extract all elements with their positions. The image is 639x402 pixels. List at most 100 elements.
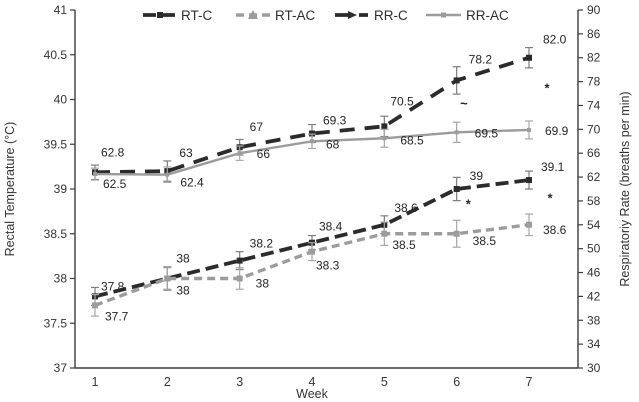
significance-marker: * xyxy=(545,80,551,95)
data-point-marker xyxy=(164,275,171,282)
data-label: 68.5 xyxy=(400,133,424,147)
legend-label-rr-c: RR-C xyxy=(374,8,408,23)
data-point-marker xyxy=(236,257,243,264)
square-marker-icon xyxy=(441,12,446,18)
axes-layer: 3737.53838.53939.54040.54130343842465054… xyxy=(44,3,601,389)
data-point-marker xyxy=(165,172,170,177)
data-label: 70.5 xyxy=(390,94,414,108)
right-tick-label: 70 xyxy=(587,122,601,136)
square-marker-icon xyxy=(157,12,163,18)
data-label: 69.5 xyxy=(475,126,499,140)
right-tick-label: 82 xyxy=(587,51,601,65)
annotations-layer: ~ * * * xyxy=(460,80,553,211)
x-axis-title: Week xyxy=(296,387,328,401)
data-label: 68 xyxy=(326,137,340,151)
data-point-marker xyxy=(525,177,532,184)
left-tick-label: 37 xyxy=(54,361,68,375)
series-layer: 37.8 38 38.2 38.4 38.6 39 39.1 37.7 38 38 38.3 38.5… xyxy=(91,33,569,323)
right-tick-label: 78 xyxy=(587,75,601,89)
data-label: 38 xyxy=(176,284,190,298)
data-label: 38.5 xyxy=(392,238,416,252)
right-tick-label: 30 xyxy=(587,361,601,375)
data-point-marker xyxy=(382,136,387,141)
x-tick-label: 4 xyxy=(309,375,316,389)
right-axis-title: Respiratoriy Rate (breaths per min) xyxy=(618,91,632,286)
data-label: 37.7 xyxy=(105,309,129,323)
left-tick-label: 39.5 xyxy=(44,137,68,151)
data-point-marker xyxy=(92,302,98,309)
left-tick-label: 38.5 xyxy=(44,227,68,241)
x-tick-label: 3 xyxy=(236,375,243,389)
right-tick-label: 74 xyxy=(587,98,601,112)
right-tick-label: 54 xyxy=(587,218,601,232)
right-tick-label: 62 xyxy=(587,170,601,184)
right-tick-label: 34 xyxy=(587,337,601,351)
arrow-marker-icon xyxy=(348,11,357,19)
data-label: 38.3 xyxy=(316,259,340,273)
data-label: 38.5 xyxy=(473,234,497,248)
right-tick-label: 42 xyxy=(587,289,601,303)
x-tick-label: 6 xyxy=(453,375,460,389)
data-point-marker xyxy=(237,151,242,156)
right-tick-label: 66 xyxy=(587,146,601,160)
data-point-marker xyxy=(525,54,532,61)
series-line-rr-c xyxy=(94,55,530,175)
data-point-marker xyxy=(453,77,460,84)
right-tick-label: 90 xyxy=(587,3,601,17)
right-tick-label: 46 xyxy=(587,266,601,280)
data-point-marker xyxy=(309,139,314,144)
data-point-marker xyxy=(526,127,531,132)
data-label: 69.3 xyxy=(323,114,347,128)
left-tick-label: 37.5 xyxy=(44,316,68,330)
data-label: 38 xyxy=(256,277,270,291)
data-label: 62.4 xyxy=(180,176,204,190)
data-point-marker xyxy=(236,275,243,282)
x-tick-label: 5 xyxy=(381,375,388,389)
chart-legend: RT-C RT-AC RR-C RR-AC xyxy=(143,8,509,23)
legend-item-rr-c: RR-C xyxy=(335,8,408,23)
data-label: 37.8 xyxy=(101,279,125,293)
left-tick-label: 41 xyxy=(54,3,68,17)
data-label: 39.1 xyxy=(541,160,565,174)
data-label: 82.0 xyxy=(543,33,567,47)
data-label: 62.5 xyxy=(103,177,127,191)
data-label: 39 xyxy=(470,169,484,183)
data-label: 38 xyxy=(176,252,190,266)
data-point-marker xyxy=(525,221,532,228)
data-point-marker xyxy=(308,248,315,255)
x-tick-label: 7 xyxy=(526,375,533,389)
data-label: 62.8 xyxy=(101,145,125,159)
legend-label-rt-ac: RT-AC xyxy=(275,8,316,23)
data-label: 38.6 xyxy=(543,223,567,237)
data-point-marker xyxy=(453,230,460,237)
x-tick-label: 2 xyxy=(164,375,171,389)
legend-label-rr-ac: RR-AC xyxy=(466,8,509,23)
legend-item-rt-c: RT-C xyxy=(143,8,213,23)
legend-label-rt-c: RT-C xyxy=(181,8,213,23)
data-point-marker xyxy=(381,123,388,130)
data-label: 69.9 xyxy=(545,124,569,138)
data-label: 38.2 xyxy=(250,237,274,251)
left-tick-label: 38 xyxy=(54,272,68,286)
right-tick-label: 50 xyxy=(587,242,601,256)
significance-marker: ~ xyxy=(460,96,468,111)
data-label: 78.2 xyxy=(469,52,493,66)
left-tick-label: 40 xyxy=(54,93,68,107)
data-label: 67 xyxy=(250,120,264,134)
left-axis-title: Rectal Temperature (°C) xyxy=(3,122,17,257)
left-tick-label: 40.5 xyxy=(44,48,68,62)
data-label: 38.4 xyxy=(319,220,343,234)
data-point-marker xyxy=(454,130,459,135)
data-point-marker xyxy=(381,230,388,237)
data-point-marker xyxy=(93,172,97,177)
legend-item-rr-ac: RR-AC xyxy=(426,8,509,23)
right-tick-label: 86 xyxy=(587,27,601,41)
data-label: 66 xyxy=(257,147,271,161)
triangle-marker-icon xyxy=(248,10,258,19)
left-tick-label: 39 xyxy=(54,182,68,196)
data-point-marker xyxy=(453,186,460,192)
legend-item-rt-ac: RT-AC xyxy=(236,8,316,23)
data-label: 63 xyxy=(179,146,193,160)
